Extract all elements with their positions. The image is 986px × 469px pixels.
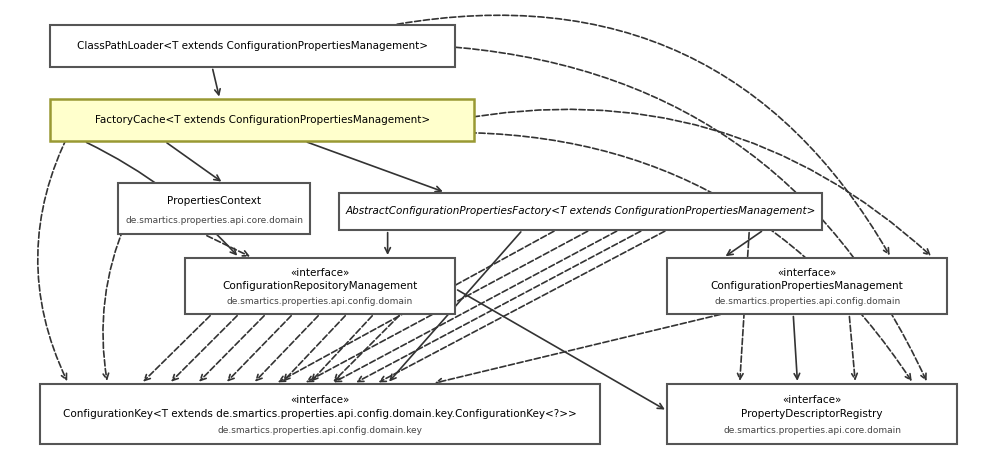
FancyBboxPatch shape xyxy=(117,183,311,234)
Text: «interface»: «interface» xyxy=(782,395,841,405)
Text: PropertyDescriptorRegistry: PropertyDescriptorRegistry xyxy=(740,409,881,419)
Text: de.smartics.properties.api.config.domain.key: de.smartics.properties.api.config.domain… xyxy=(217,426,422,435)
Text: «interface»: «interface» xyxy=(777,268,836,278)
FancyBboxPatch shape xyxy=(667,384,955,444)
Text: ClassPathLoader<T extends ConfigurationPropertiesManagement>: ClassPathLoader<T extends ConfigurationP… xyxy=(77,41,428,51)
FancyBboxPatch shape xyxy=(339,193,820,230)
Text: ConfigurationKey<T extends de.smartics.properties.api.config.domain.key.Configur: ConfigurationKey<T extends de.smartics.p… xyxy=(63,409,577,419)
Text: de.smartics.properties.api.config.domain: de.smartics.properties.api.config.domain xyxy=(227,297,413,306)
Text: FactoryCache<T extends ConfigurationPropertiesManagement>: FactoryCache<T extends ConfigurationProp… xyxy=(95,115,429,125)
FancyBboxPatch shape xyxy=(40,384,599,444)
FancyBboxPatch shape xyxy=(50,25,455,67)
Text: AbstractConfigurationPropertiesFactory<T extends ConfigurationPropertiesManageme: AbstractConfigurationPropertiesFactory<T… xyxy=(345,206,814,216)
Text: «interface»: «interface» xyxy=(290,395,349,405)
Text: de.smartics.properties.api.core.domain: de.smartics.properties.api.core.domain xyxy=(723,426,900,435)
Text: ConfigurationPropertiesManagement: ConfigurationPropertiesManagement xyxy=(710,281,902,291)
FancyBboxPatch shape xyxy=(50,99,474,141)
FancyBboxPatch shape xyxy=(185,258,455,314)
Text: «interface»: «interface» xyxy=(290,268,349,278)
Text: de.smartics.properties.api.core.domain: de.smartics.properties.api.core.domain xyxy=(125,216,303,225)
FancyBboxPatch shape xyxy=(667,258,947,314)
Text: PropertiesContext: PropertiesContext xyxy=(167,196,260,206)
Text: ConfigurationRepositoryManagement: ConfigurationRepositoryManagement xyxy=(222,281,417,291)
Text: de.smartics.properties.api.config.domain: de.smartics.properties.api.config.domain xyxy=(713,297,899,306)
